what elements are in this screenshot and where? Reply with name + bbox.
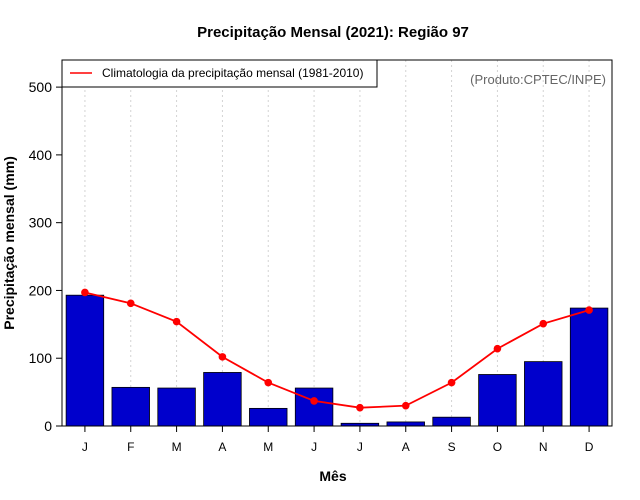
y-tick-label-0: 0 <box>44 418 52 434</box>
y-axis-label: Precipitação mensal (mm) <box>1 156 17 330</box>
bars-layer <box>65 294 609 427</box>
x-tick-label-8: A <box>402 440 410 454</box>
climatology-point-12 <box>585 306 593 314</box>
line-layer <box>81 288 593 412</box>
climatology-point-8 <box>401 401 410 410</box>
bar-1 <box>65 294 105 427</box>
y-axis: 0 100 200 300 400 500 <box>29 79 62 434</box>
bar-11 <box>524 361 563 427</box>
bar-12 <box>569 307 609 427</box>
y-tick-label-200: 200 <box>29 282 53 298</box>
climatology-point-1 <box>81 288 89 297</box>
x-tick-label-10: O <box>493 440 502 454</box>
bar-6 <box>294 387 334 427</box>
x-tick-label-9: S <box>448 440 456 454</box>
credit-annotation: (Produto:CPTEC/INPE) <box>470 72 606 87</box>
climatology-point-5 <box>264 378 273 387</box>
bar-2 <box>111 386 150 427</box>
bar-4 <box>203 372 242 427</box>
climatology-point-9 <box>447 378 456 387</box>
x-tick-label-5: M <box>263 440 273 454</box>
climatology-point-10 <box>493 344 502 353</box>
x-axis-label: Mês <box>319 468 346 484</box>
bar-5 <box>249 407 288 427</box>
climatology-point-3 <box>172 317 181 326</box>
y-tick-label-300: 300 <box>29 215 53 231</box>
x-tick-label-4: A <box>218 440 226 454</box>
bar-9 <box>432 416 471 427</box>
y-tick-label-500: 500 <box>29 79 53 95</box>
x-tick-label-11: N <box>539 440 548 454</box>
x-tick-label-6: J <box>311 440 317 454</box>
climatology-point-6 <box>310 397 318 405</box>
x-tick-label-1: J <box>82 440 88 454</box>
y-tick-label-100: 100 <box>29 350 53 366</box>
climatology-point-11 <box>539 319 548 328</box>
y-tick-label-400: 400 <box>29 147 53 163</box>
grid-layer <box>84 60 590 426</box>
x-tick-label-3: M <box>172 440 182 454</box>
x-tick-label-12: D <box>585 440 594 454</box>
climatology-point-7 <box>356 403 364 412</box>
legend-box <box>61 59 378 88</box>
climatology-point-2 <box>126 299 135 308</box>
bar-10 <box>478 374 517 427</box>
x-tick-label-7: J <box>357 440 363 454</box>
legend-entry-climatology: Climatologia da precipitação mensal (198… <box>102 66 363 80</box>
x-tick-label-2: F <box>127 440 134 454</box>
bar-3 <box>157 387 196 427</box>
climatology-point-4 <box>218 353 227 361</box>
climatology-line <box>84 291 590 409</box>
bar-8 <box>386 421 425 427</box>
legend: Climatologia da precipitação mensal (198… <box>61 59 378 88</box>
chart-title: Precipitação Mensal (2021): Região 97 <box>197 24 469 41</box>
